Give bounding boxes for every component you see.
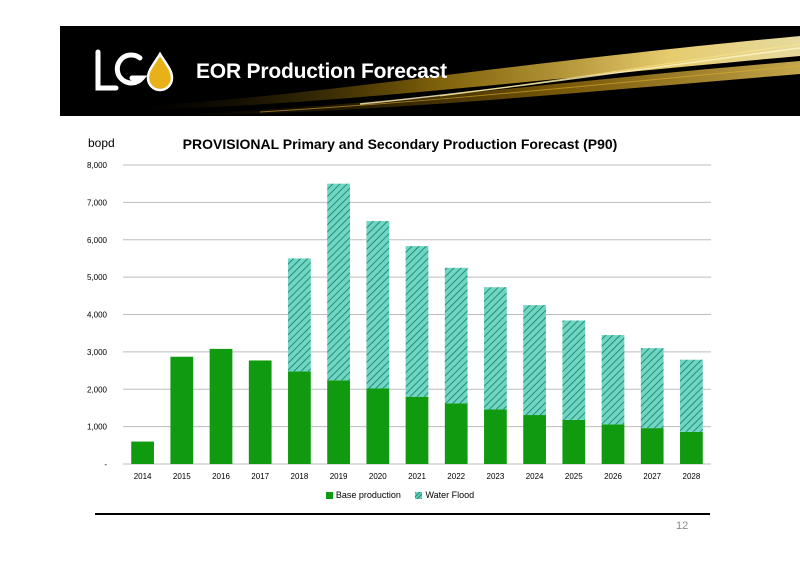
lgo-logo	[95, 49, 174, 92]
header-banner: EOR Production Forecast	[60, 26, 800, 116]
bar-water-flood	[680, 359, 703, 432]
bar-base-production	[680, 431, 703, 464]
x-tick-label: 2020	[369, 472, 387, 481]
x-tick-label: 2018	[291, 472, 309, 481]
x-tick-label: 2022	[447, 472, 465, 481]
y-tick-label: 2,000	[87, 385, 108, 394]
bar-base-production	[288, 371, 311, 464]
y-tick-label: 6,000	[87, 236, 108, 245]
bar-water-flood	[523, 305, 546, 416]
bar-base-production	[601, 424, 625, 464]
bars	[131, 183, 703, 464]
legend-item-base: Base production	[325, 489, 401, 500]
legend-label-base: Base production	[335, 489, 401, 500]
x-tick-label: 2015	[173, 472, 191, 481]
chart-legend: Base production Water Flood	[0, 489, 800, 500]
banner-swoosh-graphic	[140, 36, 800, 116]
slide-title: EOR Production Forecast	[196, 60, 447, 83]
legend-swatch-base	[325, 491, 333, 499]
x-tick-label: 2028	[683, 472, 701, 481]
bar-base-production	[523, 415, 546, 464]
bar-water-flood	[288, 258, 311, 372]
x-tick-label: 2021	[408, 472, 426, 481]
bar-base-production	[209, 348, 233, 464]
bar-base-production	[640, 428, 664, 464]
x-tick-label: 2016	[212, 472, 230, 481]
bar-base-production	[131, 441, 154, 464]
y-tick-label: -	[104, 460, 107, 469]
page-number: 12	[676, 520, 689, 532]
x-tick-label: 2017	[251, 472, 269, 481]
x-tick-label: 2026	[604, 472, 622, 481]
y-tick-label: 5,000	[87, 273, 108, 282]
y-tick-label: 8,000	[87, 161, 108, 170]
bar-water-flood	[444, 267, 468, 404]
x-tick-label: 2024	[526, 472, 544, 481]
y-axis-ticks: - 1,000 2,000 3,000 4,000 5,000 6,000 7,000 8,00…	[87, 161, 108, 469]
bar-water-flood	[484, 287, 507, 410]
bar-water-flood	[640, 348, 664, 429]
bar-water-flood	[601, 335, 625, 425]
x-tick-label: 2023	[487, 472, 505, 481]
y-tick-label: 1,000	[87, 423, 108, 432]
legend-item-water-flood: Water Flood	[415, 490, 474, 500]
bar-water-flood	[562, 320, 586, 420]
x-axis-ticks: 2014 2015 2016 2017 2018 2019 2020 2021 2022 2023…	[134, 472, 701, 481]
bar-base-production	[248, 360, 272, 464]
bar-base-production	[444, 403, 468, 464]
y-tick-label: 4,000	[87, 311, 108, 320]
bar-water-flood	[366, 221, 390, 389]
bar-base-production	[366, 388, 390, 464]
x-tick-label: 2027	[643, 472, 661, 481]
bar-base-production	[484, 409, 507, 464]
chart-title: PROVISIONAL Primary and Secondary Produc…	[183, 136, 618, 152]
x-tick-label: 2025	[565, 472, 583, 481]
bar-base-production	[405, 396, 429, 464]
footer-divider	[95, 513, 710, 515]
bar-water-flood	[327, 183, 350, 381]
legend-swatch-water-flood	[415, 491, 423, 499]
y-tick-label: 3,000	[87, 348, 108, 357]
x-tick-label: 2014	[134, 472, 152, 481]
x-tick-label: 2019	[330, 472, 348, 481]
legend-label-water-flood: Water Flood	[425, 489, 475, 500]
y-tick-label: 7,000	[87, 198, 108, 207]
bar-base-production	[170, 356, 194, 464]
bar-water-flood	[405, 246, 429, 397]
y-axis-unit-label: bopd	[88, 136, 115, 150]
bar-base-production	[327, 380, 350, 464]
bar-base-production	[562, 419, 586, 464]
